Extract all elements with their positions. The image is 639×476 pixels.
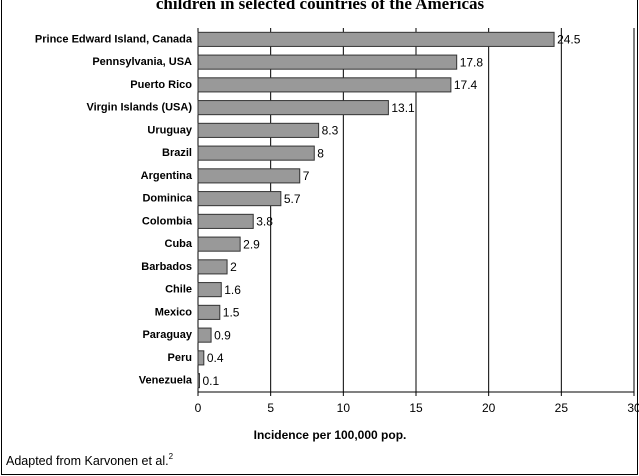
y-tick-label: Barbados <box>141 261 192 273</box>
value-label: 3.8 <box>256 215 273 229</box>
value-label: 2 <box>230 260 237 274</box>
bar <box>197 191 282 207</box>
x-tick-label: 30 <box>627 401 639 415</box>
value-label: 1.5 <box>223 306 240 320</box>
x-tick-label: 20 <box>482 401 496 415</box>
value-label: 24.5 <box>557 33 581 47</box>
y-tick-label: Argentina <box>141 170 193 182</box>
y-tick-label: Puerto Rico <box>130 79 192 91</box>
y-tick-label: Mexico <box>155 306 193 318</box>
source-text: Adapted from Karvonen et al. <box>6 454 169 468</box>
chart-title: children in selected countries of the Am… <box>156 0 485 13</box>
y-tick-label: Dominica <box>142 193 192 205</box>
bar <box>197 327 212 343</box>
value-label: 8 <box>317 146 324 160</box>
y-tick-label: Venezuela <box>139 375 193 387</box>
y-tick-label: Colombia <box>142 215 193 227</box>
value-label: 13.1 <box>391 101 415 115</box>
x-tick-label: 25 <box>555 401 569 415</box>
value-label: 1.6 <box>224 283 241 297</box>
y-tick-label: Brazil <box>162 147 192 159</box>
value-label: 17.4 <box>454 78 478 92</box>
y-tick-label: Virgin Islands (USA) <box>86 102 192 114</box>
bar <box>197 31 555 47</box>
bar <box>197 236 241 252</box>
bar <box>197 350 205 366</box>
value-label: 2.9 <box>243 237 260 251</box>
value-label: 0.9 <box>214 328 231 342</box>
source-note: Adapted from Karvonen et al.2 <box>6 452 174 468</box>
bar <box>197 259 228 275</box>
y-tick-label: Paraguay <box>142 329 192 341</box>
value-label: 5.7 <box>284 192 301 206</box>
bar <box>197 213 254 229</box>
bar <box>197 304 221 320</box>
bar <box>197 373 200 389</box>
bar <box>197 122 320 138</box>
y-tick-label: Pennsylvania, USA <box>92 56 192 68</box>
bar <box>197 100 389 116</box>
bar <box>197 54 458 70</box>
source-ref: 2 <box>169 452 174 461</box>
y-tick-label: Prince Edward Island, Canada <box>35 33 193 45</box>
x-axis-title: Incidence per 100,000 pop. <box>254 428 407 442</box>
x-tick-label: 5 <box>267 401 274 415</box>
x-tick-label: 0 <box>195 401 202 415</box>
value-label: 8.3 <box>322 124 339 138</box>
y-tick-label: Cuba <box>165 238 193 250</box>
value-label: 0.4 <box>207 351 224 365</box>
y-tick-label: Peru <box>168 352 192 364</box>
value-label: 0.1 <box>202 374 219 388</box>
x-tick-label: 15 <box>409 401 423 415</box>
y-tick-label: Uruguay <box>147 124 193 136</box>
value-label: 17.8 <box>460 55 484 69</box>
bar <box>197 77 452 93</box>
bar <box>197 145 315 161</box>
bar <box>197 168 301 184</box>
y-tick-label: Chile <box>165 284 192 296</box>
bar <box>197 282 222 298</box>
x-tick-label: 10 <box>337 401 351 415</box>
value-label: 7 <box>303 169 310 183</box>
